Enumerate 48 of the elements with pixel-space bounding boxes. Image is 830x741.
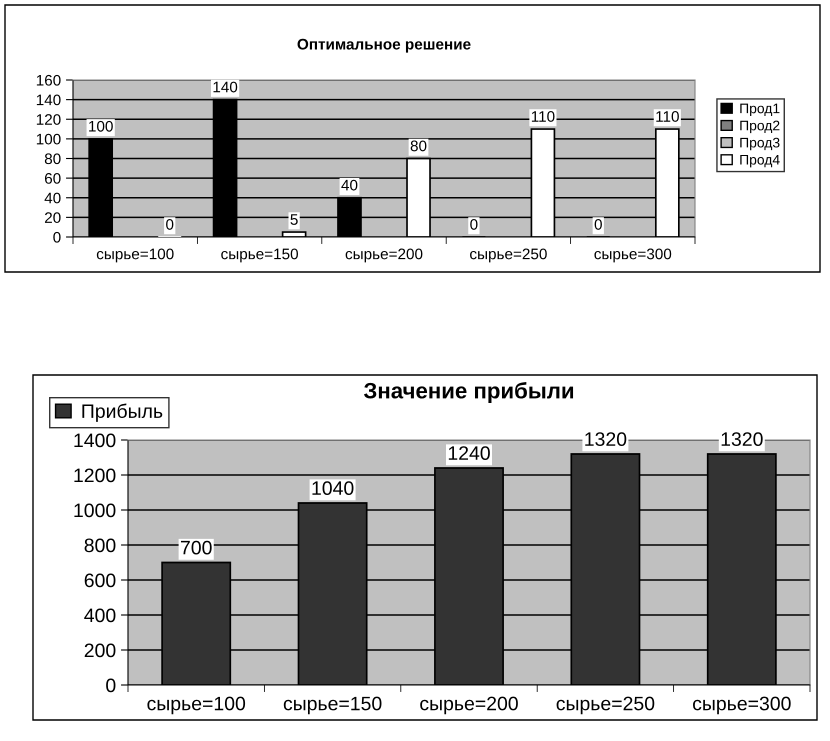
legend-label: Прибыль [82, 404, 162, 422]
data-label: 0 [594, 218, 602, 230]
data-label: 5 [290, 214, 298, 225]
data-label: 1320 [722, 432, 763, 446]
chart-title: Оптимальное решение [298, 38, 471, 53]
legend-label: Прод4 [740, 154, 780, 168]
data-label: 700 [180, 540, 212, 554]
y-tick-label: 1400 [74, 433, 116, 448]
y-tick-label: 600 [84, 573, 116, 588]
x-tick-label: сырье=100 [147, 696, 246, 714]
data-label: 140 [214, 82, 238, 92]
y-tick-label: 1200 [74, 468, 116, 482]
y-tick-label: 60 [44, 172, 61, 184]
y-tick-label: 0 [53, 232, 61, 243]
y-tick-label: 0 [106, 678, 116, 692]
data-label: 40 [341, 180, 358, 191]
x-tick-label: сырье=150 [221, 248, 298, 262]
x-tick-label: сырье=300 [693, 696, 791, 714]
y-tick-label: 140 [36, 94, 61, 106]
y-tick-label: 120 [36, 114, 61, 125]
data-label: 110 [656, 111, 679, 122]
data-label: 1240 [448, 446, 490, 460]
x-tick-label: сырье=250 [470, 248, 547, 262]
x-tick-label: сырье=200 [346, 248, 422, 262]
data-label: 0 [166, 218, 174, 230]
x-tick-label: сырье=250 [556, 696, 654, 714]
data-label: 1320 [585, 432, 626, 446]
y-tick-label: 1000 [74, 503, 116, 518]
chart-title: Значение прибыли [364, 382, 574, 403]
y-tick-label: 160 [36, 74, 61, 86]
data-label: 110 [532, 111, 555, 122]
y-tick-label: 800 [84, 538, 116, 552]
legend-label: Прод3 [740, 138, 780, 150]
y-tick-label: 100 [36, 134, 61, 145]
y-tick-label: 20 [44, 212, 61, 224]
data-label: 80 [410, 140, 426, 152]
x-tick-label: сырье=100 [96, 248, 174, 262]
data-label: 1040 [312, 481, 354, 495]
legend-label: Прод1 [740, 104, 780, 116]
y-tick-label: 40 [44, 192, 61, 204]
legend-label: Прод2 [740, 120, 780, 134]
x-tick-label: сырье=150 [284, 696, 382, 714]
y-tick-label: 80 [44, 153, 61, 164]
x-tick-label: сырье=300 [594, 248, 672, 262]
data-label: 0 [470, 218, 478, 230]
y-tick-label: 200 [84, 643, 116, 658]
y-tick-label: 400 [84, 608, 116, 622]
x-tick-label: сырье=200 [420, 696, 518, 714]
